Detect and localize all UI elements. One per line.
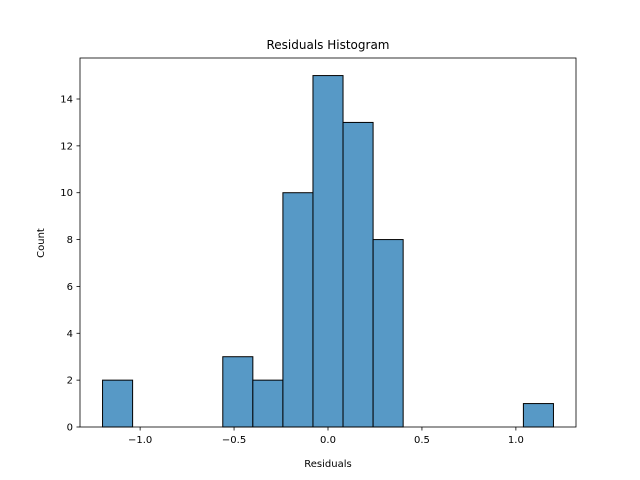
y-tick-label: 6: [67, 282, 73, 293]
x-axis: −1.0 −0.5 0.0 0.5 1.0: [128, 427, 524, 446]
histogram-bar: [102, 379, 134, 428]
histogram-bar: [312, 75, 344, 428]
x-axis-label: Residuals: [304, 459, 351, 470]
histogram-bar: [372, 239, 404, 428]
histogram-bar: [252, 379, 284, 428]
histogram-bar: [342, 121, 374, 428]
y-tick-label: 8: [67, 235, 73, 246]
histogram-bar: [522, 403, 554, 428]
histogram-bar: [282, 192, 314, 428]
y-axis: 0 2 4 6 8 10 12 14: [60, 95, 80, 434]
x-tick-label: −1.0: [128, 435, 152, 446]
chart-title: Residuals Histogram: [267, 38, 390, 52]
y-tick-label: 4: [67, 329, 73, 340]
x-tick-label: 1.0: [508, 435, 524, 446]
y-tick-label: 14: [60, 95, 73, 106]
histogram-bar: [222, 356, 254, 428]
y-tick-label: 2: [67, 376, 73, 387]
y-axis-label: Count: [36, 228, 47, 258]
y-tick-label: 0: [67, 423, 73, 434]
x-tick-label: −0.5: [222, 435, 246, 446]
y-tick-label: 12: [60, 141, 73, 152]
x-tick-label: 0.0: [320, 435, 336, 446]
x-tick-label: 0.5: [414, 435, 430, 446]
y-tick-label: 10: [60, 188, 73, 199]
bars-group: [102, 75, 554, 428]
